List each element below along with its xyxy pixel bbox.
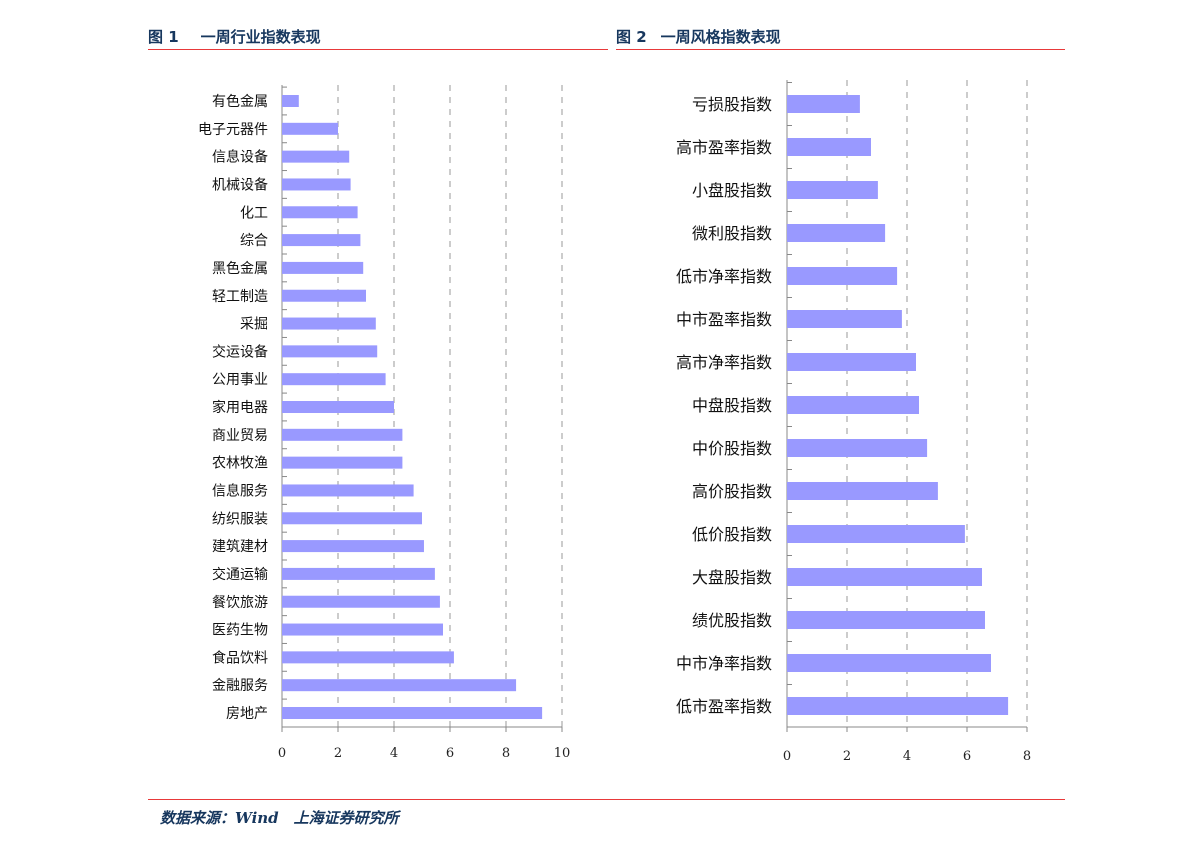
x-tick-label: 6 (963, 749, 971, 764)
category-label: 机械设备 (212, 176, 268, 193)
bar-采掘 (282, 317, 376, 330)
bar-纺织服装 (282, 512, 422, 525)
category-label: 交通运输 (212, 566, 268, 583)
category-label: 信息设备 (212, 149, 268, 166)
category-label: 小盘股指数 (692, 181, 772, 200)
category-label: 亏损股指数 (692, 95, 772, 114)
category-label: 交运设备 (212, 343, 268, 360)
x-tick-label: 2 (843, 749, 851, 764)
category-label: 商业贸易 (212, 428, 268, 444)
figure-2-caption: 一周风格指数表现 (660, 28, 781, 46)
x-tick-label: 2 (334, 746, 342, 761)
bar-中市净率指数 (787, 654, 991, 672)
bar-农林牧渔 (282, 456, 403, 469)
bar-餐饮旅游 (282, 595, 440, 608)
category-label: 公用事业 (212, 372, 268, 388)
bar-中市盈率指数 (787, 310, 902, 328)
bar-中盘股指数 (787, 396, 919, 414)
source-note: 数据来源：Wind 上海证券研究所 (160, 809, 399, 827)
x-tick-label: 6 (446, 746, 454, 761)
category-label: 房地产 (226, 706, 268, 722)
x-tick-label: 8 (502, 746, 510, 761)
bar-信息设备 (282, 150, 350, 163)
bar-机械设备 (282, 178, 351, 191)
category-label: 高市净率指数 (676, 353, 772, 372)
bar-高市盈率指数 (787, 138, 871, 156)
bar-电子元器件 (282, 122, 338, 135)
x-tick-label: 4 (390, 746, 398, 761)
bar-建筑建材 (282, 540, 424, 553)
bar-交运设备 (282, 345, 378, 358)
category-label: 黑色金属 (212, 260, 268, 277)
bar-轻工制造 (282, 289, 366, 302)
figure-1-caption: 一周行业指数表现 (200, 28, 321, 46)
bar-化工 (282, 206, 358, 219)
category-label: 低市盈率指数 (676, 697, 772, 716)
bar-大盘股指数 (787, 568, 982, 586)
bar-中价股指数 (787, 439, 928, 457)
category-label: 高市盈率指数 (676, 138, 772, 157)
bar-有色金属 (282, 95, 299, 107)
figure-1-title: 图 1 一周行业指数表现 (148, 26, 321, 47)
bar-低市盈率指数 (787, 697, 1009, 715)
category-label: 纺织服装 (212, 511, 268, 527)
x-tick-label: 0 (278, 746, 286, 761)
category-label: 中盘股指数 (692, 396, 772, 415)
category-label: 高价股指数 (692, 482, 772, 501)
category-label: 电子元器件 (198, 122, 268, 138)
figure-1-number: 图 1 (148, 28, 179, 46)
bar-食品饮料 (282, 651, 454, 664)
category-label: 餐饮旅游 (212, 595, 268, 611)
category-label: 有色金属 (212, 93, 268, 110)
footer-rule (148, 799, 1065, 800)
bar-商业贸易 (282, 428, 403, 441)
category-label: 微利股指数 (692, 224, 772, 243)
category-label: 采掘 (240, 317, 268, 333)
category-label: 农林牧渔 (212, 456, 268, 472)
bar-公用事业 (282, 373, 386, 386)
bar-医药生物 (282, 623, 443, 636)
category-label: 低价股指数 (692, 525, 772, 544)
bar-低价股指数 (787, 525, 965, 543)
bar-低市净率指数 (787, 267, 898, 285)
bar-微利股指数 (787, 224, 886, 242)
bar-小盘股指数 (787, 181, 878, 199)
category-label: 大盘股指数 (692, 568, 772, 587)
x-tick-label: 0 (783, 749, 791, 764)
category-label: 信息服务 (212, 482, 268, 499)
title-rule-right (616, 49, 1065, 50)
bar-房地产 (282, 707, 543, 719)
category-label: 中价股指数 (692, 439, 772, 458)
category-label: 医药生物 (212, 623, 268, 639)
bar-亏损股指数 (787, 95, 860, 113)
bar-信息服务 (282, 484, 414, 497)
x-tick-label: 4 (903, 749, 911, 764)
category-label: 金融服务 (212, 678, 268, 694)
category-label: 绩优股指数 (692, 611, 772, 630)
figure-2-number: 图 2 (616, 28, 647, 46)
bar-综合 (282, 234, 361, 247)
category-label: 低市净率指数 (676, 267, 772, 286)
category-label: 轻工制造 (212, 289, 268, 305)
category-label: 建筑建材 (212, 539, 268, 555)
bar-家用电器 (282, 401, 394, 413)
bar-高价股指数 (787, 482, 938, 500)
bar-金融服务 (282, 679, 517, 692)
category-label: 化工 (240, 205, 268, 221)
bar-交通运输 (282, 567, 435, 580)
category-label: 综合 (240, 233, 268, 249)
category-label: 食品饮料 (212, 649, 268, 666)
category-label: 中市净率指数 (676, 654, 772, 673)
figure-2-title: 图 2 一周风格指数表现 (616, 26, 781, 47)
title-rule-left (148, 49, 608, 50)
category-label: 中市盈率指数 (676, 310, 772, 329)
bar-黑色金属 (282, 261, 364, 274)
x-tick-label: 8 (1023, 749, 1031, 764)
bar-高市净率指数 (787, 353, 916, 371)
x-tick-label: 10 (554, 746, 571, 761)
category-label: 家用电器 (212, 399, 268, 416)
bar-绩优股指数 (787, 611, 985, 629)
